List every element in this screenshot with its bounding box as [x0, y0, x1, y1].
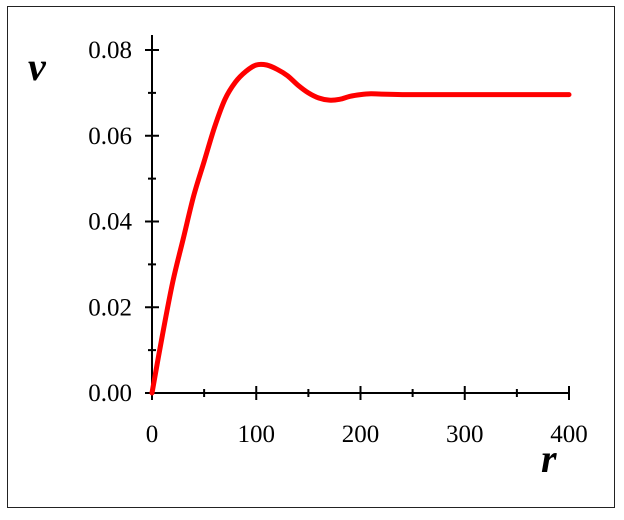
x-tick-label: 200: [342, 421, 380, 448]
x-tick-label: 300: [446, 421, 484, 448]
chart-frame: [7, 6, 615, 508]
y-tick-label: 0.06: [88, 123, 132, 150]
x-tick-label: 100: [238, 421, 276, 448]
axes: [151, 35, 569, 394]
y-tick-label: 0.08: [88, 37, 132, 64]
y-axis-title: v: [28, 44, 47, 89]
series-line-0: [149, 61, 572, 396]
y-tick-label: 0.02: [88, 294, 132, 321]
ticks: [145, 49, 570, 400]
tick-labels: 0 100 200 300 400 0.00 0.02 0.04 0.06 0.08: [88, 37, 588, 448]
x-tick-label: 400: [550, 421, 588, 448]
series-layer: [149, 61, 572, 396]
y-tick-label: 0.04: [88, 209, 132, 236]
x-tick-label: 0: [146, 421, 159, 448]
x-axis-title: r: [541, 436, 557, 481]
y-tick-label: 0.00: [88, 380, 132, 407]
